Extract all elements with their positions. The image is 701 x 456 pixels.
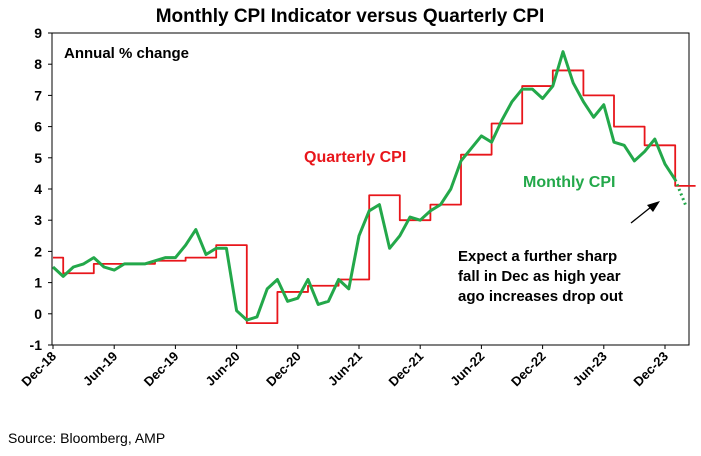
- unit-label: Annual % change: [64, 45, 189, 62]
- y-tick-label: 8: [34, 56, 42, 72]
- annotation-line-3: ago increases drop out: [458, 288, 623, 305]
- monthly-cpi-projection: [673, 179, 687, 206]
- chart-title: Monthly CPI Indicator versus Quarterly C…: [156, 6, 545, 27]
- y-tick-label: 4: [34, 181, 42, 197]
- y-axis: -1 0 1 2 3 4 5 6 7 8 9: [30, 25, 52, 353]
- y-tick-label: 0: [34, 306, 42, 322]
- monthly-cpi-line: [51, 50, 677, 322]
- y-tick-label: 2: [34, 243, 42, 259]
- series-layer: [51, 50, 696, 325]
- x-tick-label: Dec-19: [141, 349, 182, 390]
- annotation-line-2: fall in Dec as high year: [458, 268, 621, 285]
- x-tick-label: Jun-23: [570, 349, 610, 389]
- y-tick-label: 9: [34, 25, 42, 41]
- series-label-monthly: Monthly CPI: [523, 174, 615, 191]
- y-tick-label: 6: [34, 119, 42, 135]
- quarterly-cpi-line: [53, 69, 696, 325]
- y-tick-label: 7: [34, 87, 42, 103]
- annotation-line-1: Expect a further sharp: [458, 248, 617, 265]
- x-tick-label: Dec-20: [263, 349, 304, 390]
- x-tick-label: Jun-19: [80, 349, 120, 389]
- annotation-arrow: [630, 201, 660, 224]
- x-tick-label: Jun-20: [202, 349, 242, 389]
- y-tick-label: -1: [30, 337, 43, 353]
- y-tick-label: 1: [34, 275, 42, 291]
- x-tick-label: Dec-18: [18, 349, 59, 390]
- source-note: Source: Bloomberg, AMP: [8, 430, 165, 446]
- x-tick-label: Jun-22: [447, 349, 487, 389]
- x-tick-label: Jun-21: [325, 349, 365, 389]
- x-tick-label: Dec-21: [386, 349, 427, 390]
- y-tick-label: 3: [34, 212, 42, 228]
- x-tick-label: Dec-23: [630, 349, 671, 390]
- x-tick-label: Dec-22: [508, 349, 549, 390]
- x-axis: Dec-18 Jun-19 Dec-19 Jun-20 Dec-20 Jun-21 Dec-…: [18, 345, 671, 389]
- series-label-quarterly: Quarterly CPI: [304, 149, 406, 166]
- y-tick-label: 5: [34, 150, 42, 166]
